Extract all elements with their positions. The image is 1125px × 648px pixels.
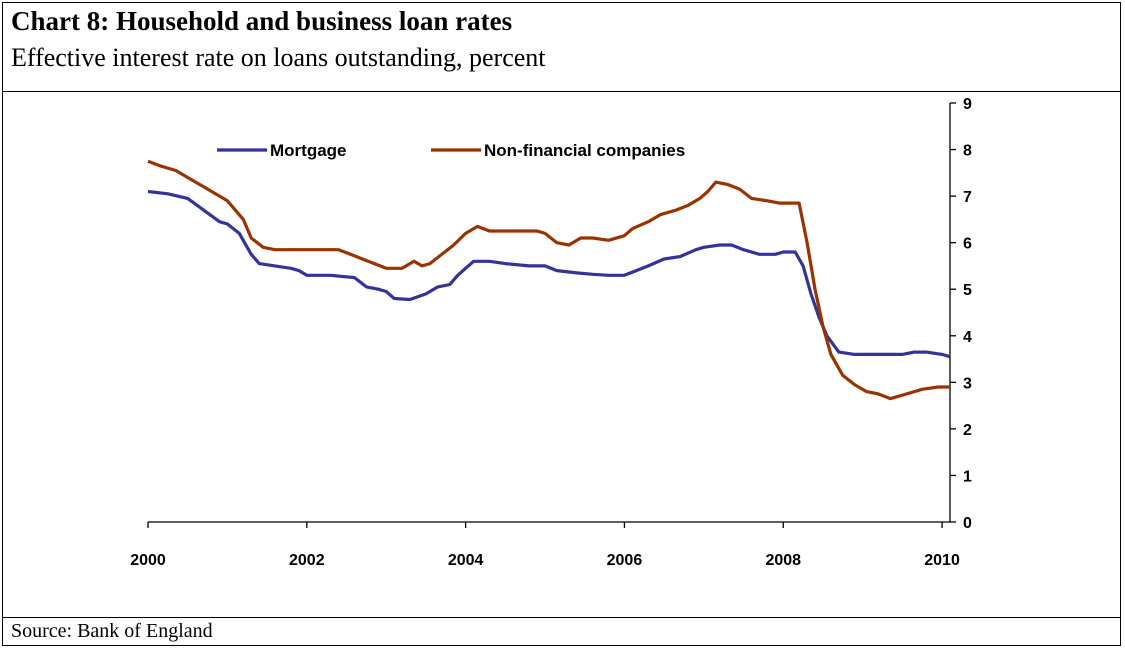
y-tick-label: 2 (963, 422, 972, 439)
y-tick-label: 1 (963, 468, 972, 485)
legend-nfc-label: Non-financial companies (484, 141, 685, 160)
mortgage-line (147, 189, 951, 359)
y-tick-label: 3 (963, 375, 972, 392)
source-note: Source: Bank of England (11, 620, 213, 642)
y-tick-label: 7 (963, 189, 972, 206)
y-tick-label: 8 (963, 143, 972, 160)
chart-subtitle: Effective interest rate on loans outstan… (11, 43, 546, 72)
nfc-line (147, 159, 950, 401)
x-tick-label: 2006 (607, 552, 643, 569)
legend-mortgage-label: Mortgage (270, 141, 347, 160)
y-tick-label: 5 (963, 282, 972, 299)
y-tick-label: 0 (963, 515, 972, 532)
y-tick-label: 4 (963, 329, 972, 346)
chart-header: Chart 8: Household and business loan rat… (3, 3, 1120, 92)
x-tick-label: 2008 (765, 552, 801, 569)
x-tick-label: 2002 (289, 552, 325, 569)
chart-title: Chart 8: Household and business loan rat… (11, 6, 513, 36)
x-tick-label: 2004 (448, 552, 484, 569)
x-tick-label: 2000 (130, 552, 166, 569)
chart-footer: Source: Bank of England (3, 617, 1120, 645)
x-tick-label: 2010 (924, 552, 960, 569)
y-tick-label: 6 (963, 236, 972, 253)
y-tick-label: 9 (963, 96, 972, 113)
